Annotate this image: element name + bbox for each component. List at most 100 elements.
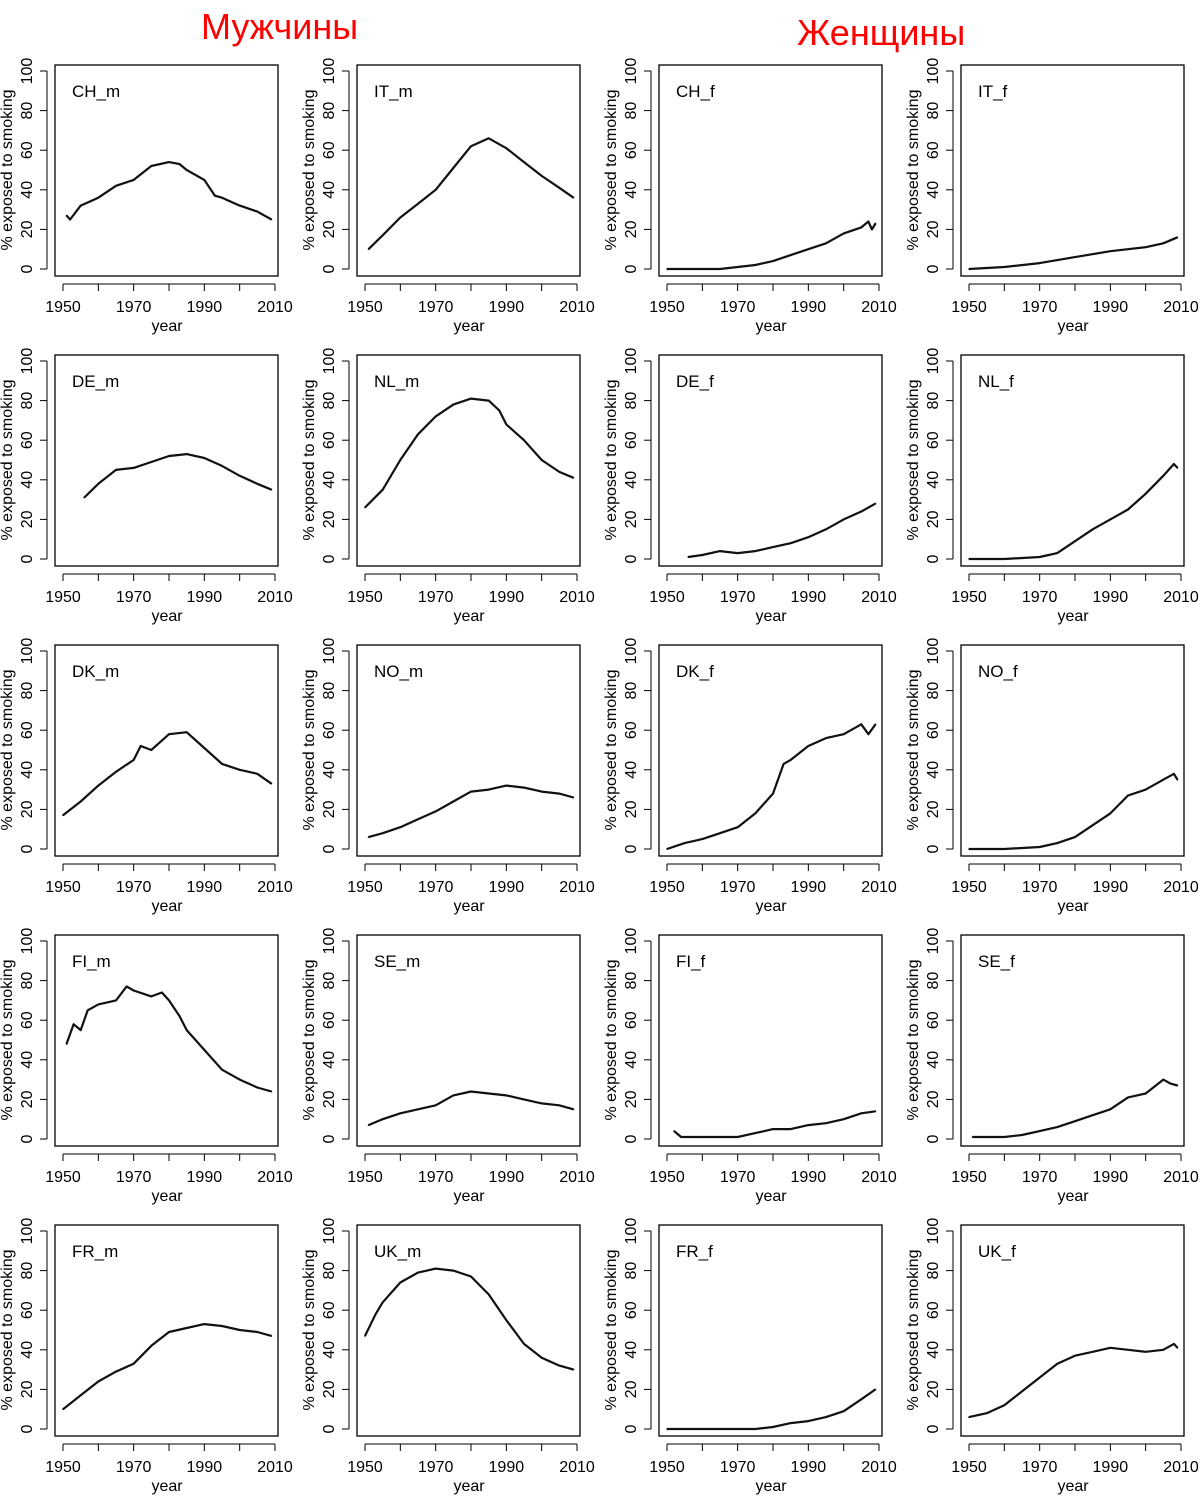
- women-header: Женщины: [797, 12, 966, 53]
- data-point: [417, 818, 419, 821]
- x-axis-label: year: [453, 1478, 485, 1495]
- data-point: [558, 792, 561, 795]
- data-point: [1091, 1114, 1094, 1117]
- y-tick-label: 20: [925, 510, 942, 528]
- y-tick-label: 0: [19, 1134, 36, 1143]
- y-tick-label: 100: [321, 638, 338, 665]
- series-line: [368, 1090, 574, 1127]
- y-tick-label: 40: [19, 1051, 36, 1069]
- data-point: [1173, 463, 1175, 465]
- data-point: [1074, 836, 1076, 838]
- data-point: [434, 415, 437, 418]
- plot-frame: [356, 1224, 581, 1437]
- y-axis-label: % exposed to smoking: [301, 1250, 318, 1411]
- y-tick-label: 60: [925, 721, 942, 739]
- data-point: [1144, 492, 1147, 495]
- y-tick-label: 20: [623, 1090, 640, 1108]
- y-tick-label: 0: [321, 554, 338, 563]
- data-point: [367, 1124, 370, 1126]
- y-axis-label: % exposed to smoking: [603, 90, 620, 251]
- data-point: [1074, 256, 1076, 258]
- data-point: [434, 189, 437, 191]
- x-tick-label: 1970: [116, 589, 152, 606]
- data-point: [399, 216, 402, 219]
- panel-title: CH_f: [676, 82, 715, 101]
- data-point: [523, 1098, 525, 1101]
- y-axis-label: % exposed to smoking: [905, 1250, 922, 1411]
- y-tick-label: 60: [19, 431, 36, 449]
- data-point: [1003, 1136, 1006, 1138]
- series-line: [673, 1110, 876, 1139]
- data-point: [203, 1323, 206, 1325]
- x-tick-label: 1950: [347, 299, 383, 316]
- data-point: [1176, 1347, 1179, 1349]
- data-point: [452, 167, 455, 169]
- data-point: [842, 733, 845, 735]
- y-tick-label: 20: [925, 800, 942, 818]
- x-tick-label: 2010: [861, 1459, 897, 1476]
- x-axis-label: year: [1057, 1188, 1089, 1205]
- data-point: [470, 790, 472, 793]
- y-tick-label: 100: [925, 638, 942, 665]
- data-point: [1162, 475, 1165, 477]
- data-point: [168, 455, 170, 457]
- data-point: [1056, 1362, 1059, 1365]
- x-tick-label: 2010: [861, 1169, 897, 1186]
- data-point: [1038, 1376, 1041, 1379]
- x-tick-label: 1990: [791, 1169, 827, 1186]
- panel-title: DE_f: [676, 372, 714, 391]
- data-point: [83, 496, 85, 499]
- data-point: [985, 1412, 988, 1414]
- x-tick-label: 1990: [1093, 1169, 1129, 1186]
- panel-it-f: IT_f 1950 1970 1990 2010 year 0 20 40 60 80 100% ex…: [905, 58, 1199, 335]
- y-tick-label: 80: [925, 102, 942, 120]
- data-point: [270, 488, 273, 491]
- data-point: [1109, 812, 1112, 815]
- data-point: [558, 1104, 561, 1107]
- panel-se-f: SE_f 1950 1970 1990 2010 year 0 20 40 60 80 100% ex…: [905, 928, 1199, 1205]
- y-tick-label: 0: [623, 554, 640, 563]
- data-point: [364, 1335, 366, 1337]
- x-tick-label: 1950: [347, 1459, 383, 1476]
- data-point: [971, 1136, 974, 1138]
- y-tick-label: 80: [925, 682, 942, 700]
- data-point: [1109, 518, 1112, 521]
- data-point: [1176, 1084, 1179, 1087]
- y-tick-label: 100: [19, 348, 36, 375]
- series-line: [667, 220, 877, 271]
- x-tick-label: 1990: [489, 1459, 525, 1476]
- x-tick-label: 2010: [257, 299, 293, 316]
- y-tick-label: 60: [623, 1301, 640, 1319]
- x-axis-label: year: [453, 608, 485, 625]
- data-point: [540, 1102, 543, 1105]
- y-tick-label: 80: [19, 682, 36, 700]
- y-tick-label: 100: [321, 928, 338, 955]
- data-point: [558, 187, 561, 189]
- y-tick-label: 0: [19, 264, 36, 273]
- plot-frame: [658, 644, 883, 857]
- x-tick-label: 1970: [720, 879, 756, 896]
- x-axis-label: year: [151, 898, 183, 915]
- x-tick-label: 1990: [187, 879, 223, 896]
- data-point: [1109, 1347, 1112, 1349]
- data-point: [719, 832, 721, 834]
- y-tick-label: 40: [623, 181, 640, 199]
- panel-fi-f: FI_f 1950 1970 1990 2010 year 0 20 40 60 80 100% ex…: [603, 928, 897, 1205]
- data-point: [825, 528, 827, 531]
- data-point: [221, 465, 223, 467]
- data-point: [238, 769, 241, 771]
- data-point: [842, 518, 845, 521]
- data-point: [97, 482, 100, 485]
- x-axis-label: year: [755, 898, 787, 915]
- data-point: [115, 469, 117, 471]
- data-point: [572, 796, 575, 799]
- panel-it-m: IT_m 1950 1970 1990 2010 year 0 20 40 60 80 100% ex…: [301, 58, 595, 335]
- data-point: [132, 989, 135, 992]
- y-tick-label: 100: [623, 348, 640, 375]
- y-axis-label: % exposed to smoking: [0, 380, 16, 541]
- x-tick-label: 2010: [559, 1459, 595, 1476]
- x-axis-label: year: [151, 318, 183, 335]
- panel-title: SE_m: [374, 952, 420, 971]
- data-point: [673, 1130, 675, 1132]
- data-point: [1162, 778, 1165, 781]
